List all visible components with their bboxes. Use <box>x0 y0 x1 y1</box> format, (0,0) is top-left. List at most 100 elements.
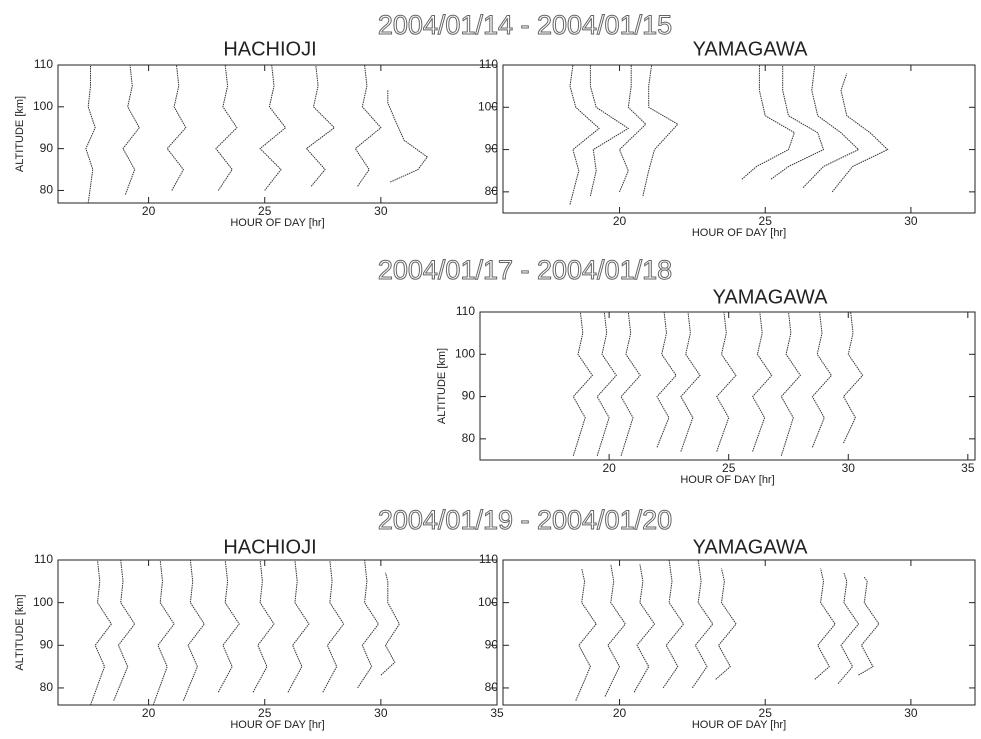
x-axis-label: HOUR OF DAY [hr] <box>230 719 324 731</box>
profile-trace <box>572 311 594 456</box>
figure-title: 2004/01/19 - 2004/01/20 <box>378 505 672 535</box>
profile-trace <box>618 65 647 193</box>
x-tick-label: 20 <box>142 204 156 218</box>
y-tick-label: 110 <box>456 304 475 318</box>
x-tick-label: 30 <box>842 461 856 475</box>
profile-trace <box>802 64 860 188</box>
profile-trace <box>831 73 889 193</box>
profile-trace <box>113 559 136 701</box>
panel-title: HACHIOJI <box>223 38 316 60</box>
plot-frame <box>57 64 498 204</box>
profile-trace <box>680 311 701 452</box>
y-axis-label: ALTITUDE [km] <box>436 348 448 424</box>
panel-title: YAMAGAWA <box>693 536 808 558</box>
profile-trace <box>780 311 802 456</box>
panel-title: YAMAGAWA <box>713 286 828 308</box>
profile-trace <box>620 311 641 456</box>
plot-frame <box>502 559 976 706</box>
profile-trace <box>182 559 205 701</box>
profile-trace <box>575 568 597 701</box>
y-tick-label: 110 <box>34 552 53 566</box>
profile-trace <box>814 568 836 680</box>
x-axis-label: HOUR OF DAY [hr] <box>230 217 324 229</box>
y-tick-label: 100 <box>478 99 498 113</box>
profile-trace <box>751 311 773 452</box>
profile-trace <box>305 64 336 187</box>
profile-trace <box>380 572 400 676</box>
profile-trace <box>357 559 380 689</box>
x-tick-label: 35 <box>961 461 975 475</box>
profile-trace <box>604 564 627 697</box>
y-tick-label: 100 <box>33 99 53 113</box>
x-tick-label: 30 <box>374 204 388 218</box>
profile-trace <box>741 65 796 180</box>
profile-trace <box>589 65 630 197</box>
profile-trace <box>691 559 714 689</box>
profile-trace <box>122 64 140 195</box>
x-tick-label: 35 <box>490 706 504 720</box>
profile-trace <box>633 564 656 693</box>
x-tick-label: 20 <box>142 706 156 720</box>
x-tick-label: 25 <box>258 204 272 218</box>
profile-trace <box>252 559 275 693</box>
profile-trace <box>842 311 864 444</box>
x-tick-label: 25 <box>722 461 736 475</box>
y-tick-label: 100 <box>478 595 498 609</box>
profile-trace <box>217 559 240 693</box>
x-axis-label: HOUR OF DAY [hr] <box>692 719 786 731</box>
figure-title: 2004/01/14 - 2004/01/15 <box>378 10 672 40</box>
x-tick-label: 25 <box>258 706 272 720</box>
y-tick-label: 110 <box>34 57 53 71</box>
y-tick-label: 90 <box>40 637 54 651</box>
x-tick-label: 20 <box>613 214 627 228</box>
profile-trace <box>354 64 382 187</box>
profile-trace <box>215 64 238 191</box>
x-axis-label: HOUR OF DAY [hr] <box>680 474 774 486</box>
profile-trace <box>287 559 310 693</box>
y-tick-label: 90 <box>40 141 54 155</box>
plot-frame <box>502 64 976 214</box>
panel-title: HACHIOJI <box>223 536 316 558</box>
y-tick-label: 80 <box>462 431 476 445</box>
figure-title: 2004/01/17 - 2004/01/18 <box>378 255 672 285</box>
profile-trace <box>569 64 600 205</box>
profile-trace <box>656 311 677 448</box>
plot-frame <box>57 559 498 706</box>
profile-trace <box>322 559 345 693</box>
y-axis-label: ALTITUDE [km] <box>14 96 26 172</box>
y-tick-label: 80 <box>485 680 499 694</box>
profile-trace <box>811 311 833 448</box>
y-tick-label: 100 <box>455 346 475 360</box>
y-tick-label: 110 <box>479 552 498 566</box>
x-tick-label: 25 <box>759 214 773 228</box>
profile-trace <box>166 64 187 191</box>
y-tick-label: 110 <box>479 57 498 71</box>
profile-trace <box>858 576 880 676</box>
plot-frame <box>479 311 976 461</box>
profile-trace <box>770 65 825 180</box>
profile-trace <box>90 559 113 706</box>
panel-title: YAMAGAWA <box>693 38 808 60</box>
y-tick-label: 90 <box>485 142 499 156</box>
y-tick-label: 90 <box>485 637 499 651</box>
x-tick-label: 25 <box>759 706 773 720</box>
x-tick-label: 30 <box>904 706 918 720</box>
x-tick-label: 20 <box>602 461 616 475</box>
y-tick-label: 80 <box>40 183 54 197</box>
profile-trace <box>715 568 737 680</box>
profile-trace <box>837 572 860 685</box>
y-axis-label: ALTITUDE [km] <box>14 594 26 670</box>
profile-trace <box>642 64 679 197</box>
profile-trace <box>85 65 96 204</box>
x-tick-label: 30 <box>374 706 388 720</box>
profile-trace <box>152 559 175 706</box>
y-tick-label: 90 <box>462 389 476 403</box>
y-tick-label: 100 <box>33 595 53 609</box>
x-axis-label: HOUR OF DAY [hr] <box>692 227 786 239</box>
profile-trace <box>716 311 737 452</box>
y-tick-label: 80 <box>40 680 54 694</box>
profile-trace <box>662 559 685 689</box>
x-tick-label: 30 <box>904 214 918 228</box>
x-tick-label: 20 <box>613 706 627 720</box>
